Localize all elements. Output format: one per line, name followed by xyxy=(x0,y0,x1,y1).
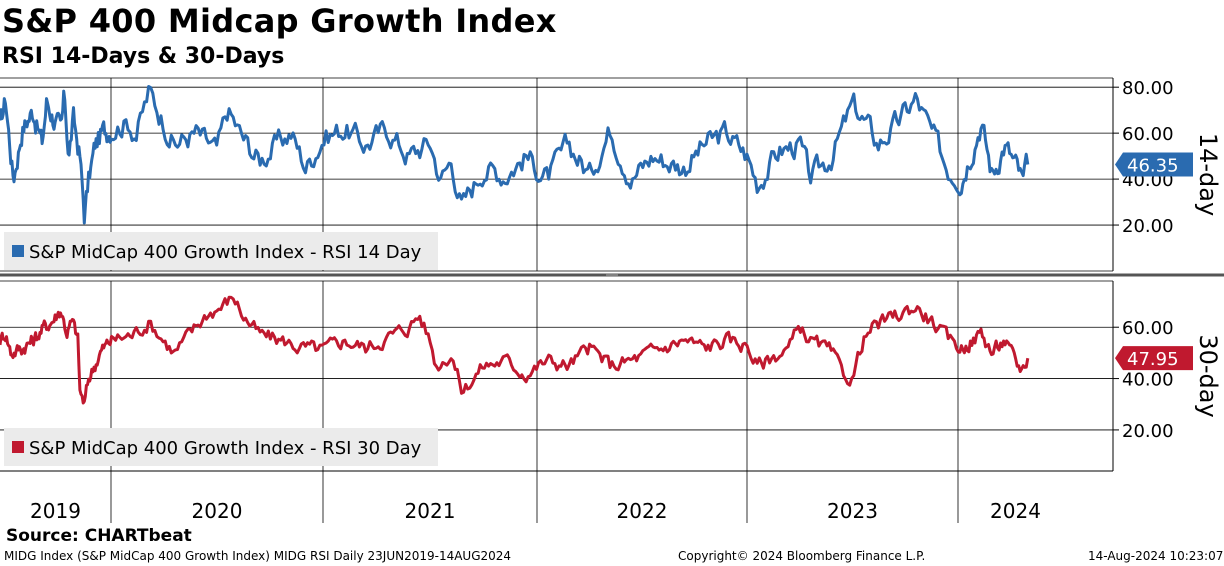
y-tick-label: 20.00 xyxy=(1122,216,1174,237)
legend-swatch xyxy=(12,441,24,453)
axis-title: 14-day xyxy=(1194,133,1222,216)
footer-copyright: Copyright© 2024 Bloomberg Finance L.P. xyxy=(678,549,925,563)
rsi-chart: 80.00 60.00 40.00 20.00 46.35 14-day S&P MidCa… xyxy=(0,0,1224,566)
x-tick-label: 2019 xyxy=(30,499,81,523)
y-tick-label: 40.00 xyxy=(1122,370,1174,391)
axis-title: 30-day xyxy=(1194,334,1222,417)
legend-swatch xyxy=(12,245,24,257)
legend-label: S&P MidCap 400 Growth Index - RSI 14 Day xyxy=(29,242,422,263)
y-tick-label: 80.00 xyxy=(1122,78,1174,99)
y-tick-label: 20.00 xyxy=(1122,421,1174,442)
x-tick-label: 2020 xyxy=(192,499,243,523)
series-line-rsi-14 xyxy=(0,87,1028,223)
last-value-label: 47.95 xyxy=(1127,349,1179,370)
x-tick-label: 2022 xyxy=(617,499,668,523)
last-value-label: 46.35 xyxy=(1127,156,1179,177)
y-tick-label: 60.00 xyxy=(1122,318,1174,339)
x-tick-label: 2021 xyxy=(405,499,456,523)
x-tick-label: 2023 xyxy=(827,499,878,523)
x-tick-label: 2024 xyxy=(990,499,1041,523)
series-line-rsi-30 xyxy=(0,297,1028,403)
footer-timestamp: 14-Aug-2024 10:23:07 xyxy=(1088,549,1223,563)
source-note: Source: CHARTbeat xyxy=(6,526,192,546)
y-tick-label: 60.00 xyxy=(1122,124,1174,145)
footer-ticker-info: MIDG Index (S&P MidCap 400 Growth Index)… xyxy=(4,549,511,563)
legend-label: S&P MidCap 400 Growth Index - RSI 30 Day xyxy=(29,438,422,459)
